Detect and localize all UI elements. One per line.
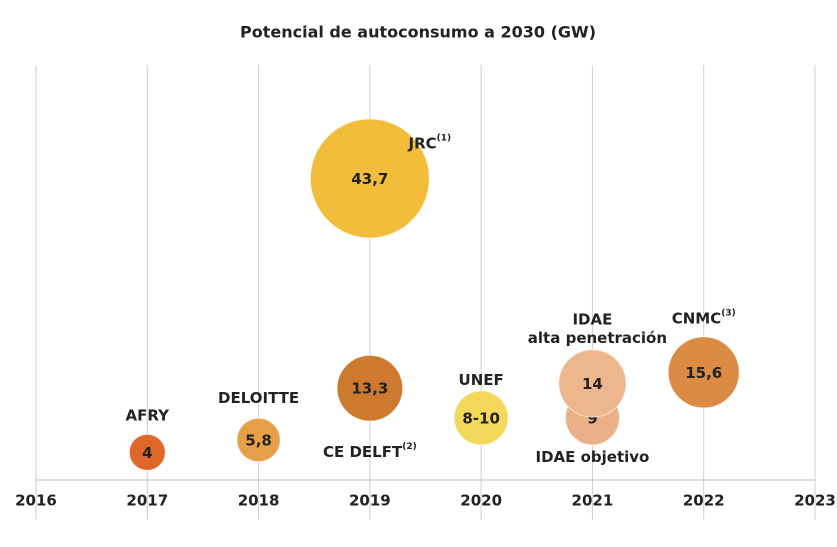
x-tick-label: 2019 [349,492,391,510]
point-name: UNEF [459,370,504,388]
point-label: UNEF [459,370,504,388]
chart-title: Potencial de autoconsumo a 2030 (GW) [240,23,596,42]
value-label: 9 [587,409,597,427]
bubble [667,336,740,409]
point-name: DELOITTE [218,388,299,406]
point-detail: alta penetración [528,329,667,347]
point-name: IDAE [572,310,612,328]
x-tick-label: 2016 [15,492,57,510]
point-label: IDAE [572,310,612,328]
point-name: CNMC [672,309,722,327]
value-label: 14 [582,375,603,393]
point-label: AFRY [126,406,171,424]
point-label: IDAE objetivo [535,447,649,465]
point-label: JRC(1) [408,133,452,152]
x-tick-label: 2023 [794,492,836,510]
bubble [558,349,627,418]
value-label: 13,3 [351,380,388,398]
bubble [336,354,404,422]
point-label: CE DELFT(2) [323,442,417,461]
bubble [453,390,509,446]
point-label: CNMC(3) [672,308,736,327]
point-name: JRC [408,134,437,152]
value-label: 43,7 [351,170,388,188]
value-label: 4 [142,444,152,462]
x-tick-label: 2020 [460,492,502,510]
point-name: IDAE objetivo [535,447,649,465]
x-tick-label: 2018 [238,492,280,510]
value-label: 5,8 [245,431,272,449]
x-tick-label: 2022 [683,492,725,510]
x-tick-label: 2017 [126,492,168,510]
value-label: 15,6 [685,364,722,382]
point-note: (1) [437,133,452,143]
point-name: AFRY [126,406,171,424]
bubble [309,118,430,239]
point-note: (3) [721,308,736,318]
bubble [236,417,281,463]
bubble [128,433,166,471]
x-tick-label: 2021 [572,492,614,510]
point-note: (2) [402,442,417,452]
value-label: 8-10 [462,409,500,427]
point-label: DELOITTE [218,388,299,406]
point-name: CE DELFT [323,443,403,461]
